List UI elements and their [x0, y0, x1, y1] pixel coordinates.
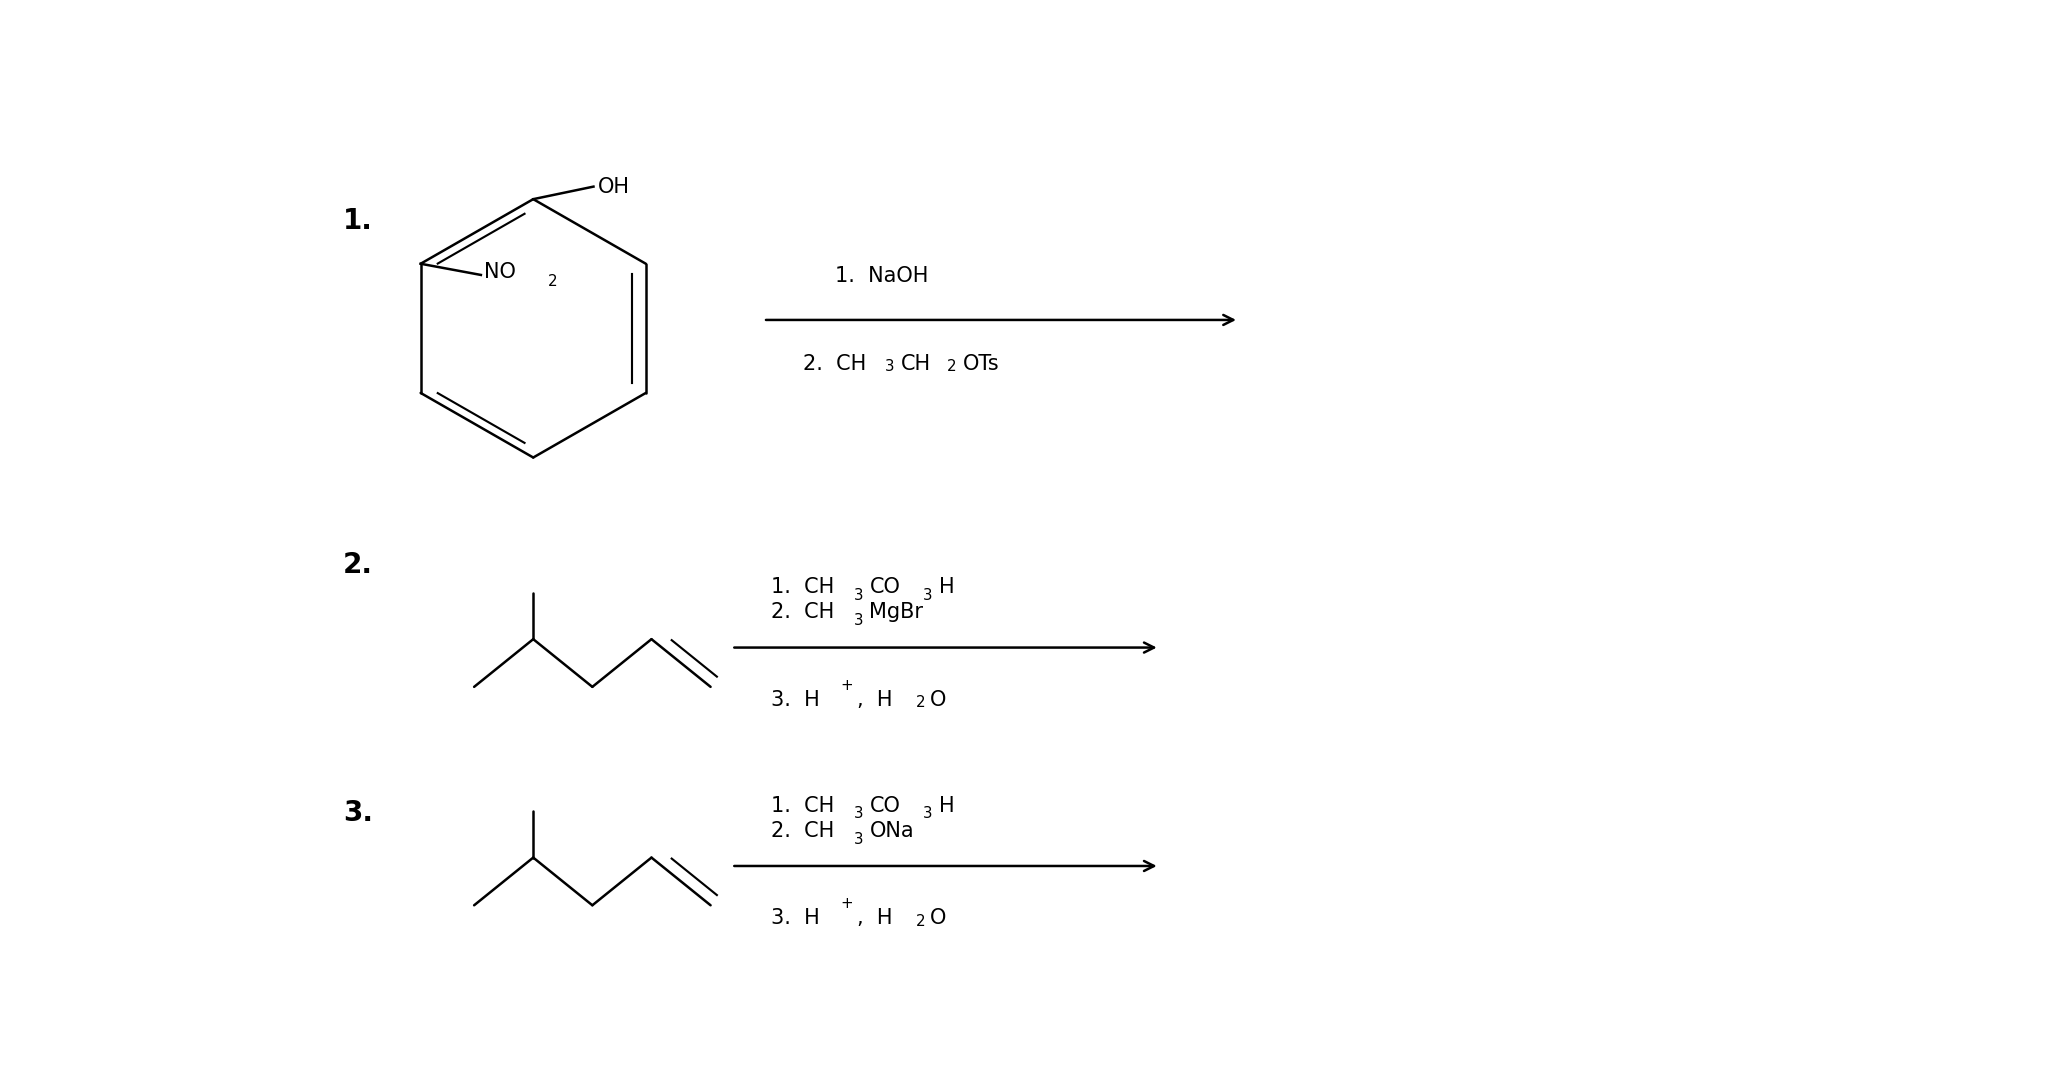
Text: H: H [939, 577, 955, 597]
Text: ,  H: , H [857, 908, 892, 928]
Text: 3: 3 [853, 806, 863, 822]
Text: O: O [929, 908, 945, 928]
Text: 3.: 3. [344, 799, 372, 827]
Text: 1.: 1. [344, 206, 372, 235]
Text: 3: 3 [853, 831, 863, 847]
Text: 1.  CH: 1. CH [771, 795, 835, 816]
Text: 3: 3 [923, 806, 933, 822]
Text: MgBr: MgBr [870, 602, 923, 622]
Text: 2: 2 [548, 274, 557, 289]
Text: O: O [929, 690, 945, 709]
Text: CO: CO [870, 577, 900, 597]
Text: NO: NO [485, 263, 516, 283]
Text: 3: 3 [853, 613, 863, 628]
Text: CO: CO [870, 795, 900, 816]
Text: 2: 2 [915, 695, 925, 710]
Text: 1.  NaOH: 1. NaOH [835, 266, 929, 286]
Text: ,  H: , H [857, 690, 892, 709]
Text: ONa: ONa [870, 820, 915, 841]
Text: 3.  H: 3. H [771, 908, 820, 928]
Text: +: + [841, 896, 853, 911]
Text: 3: 3 [853, 588, 863, 603]
Text: 2: 2 [947, 359, 958, 374]
Text: 2: 2 [915, 914, 925, 928]
Text: OTs: OTs [964, 353, 1000, 373]
Text: 3: 3 [886, 359, 894, 374]
Text: OH: OH [597, 177, 630, 196]
Text: 3: 3 [923, 588, 933, 603]
Text: 3.  H: 3. H [771, 690, 820, 709]
Text: CH: CH [900, 353, 931, 373]
Text: 1.  CH: 1. CH [771, 577, 835, 597]
Text: 2.: 2. [344, 551, 372, 579]
Text: 2.  CH: 2. CH [802, 353, 865, 373]
Text: 2.  CH: 2. CH [771, 820, 835, 841]
Text: H: H [939, 795, 955, 816]
Text: 2.  CH: 2. CH [771, 602, 835, 622]
Text: +: + [841, 678, 853, 693]
